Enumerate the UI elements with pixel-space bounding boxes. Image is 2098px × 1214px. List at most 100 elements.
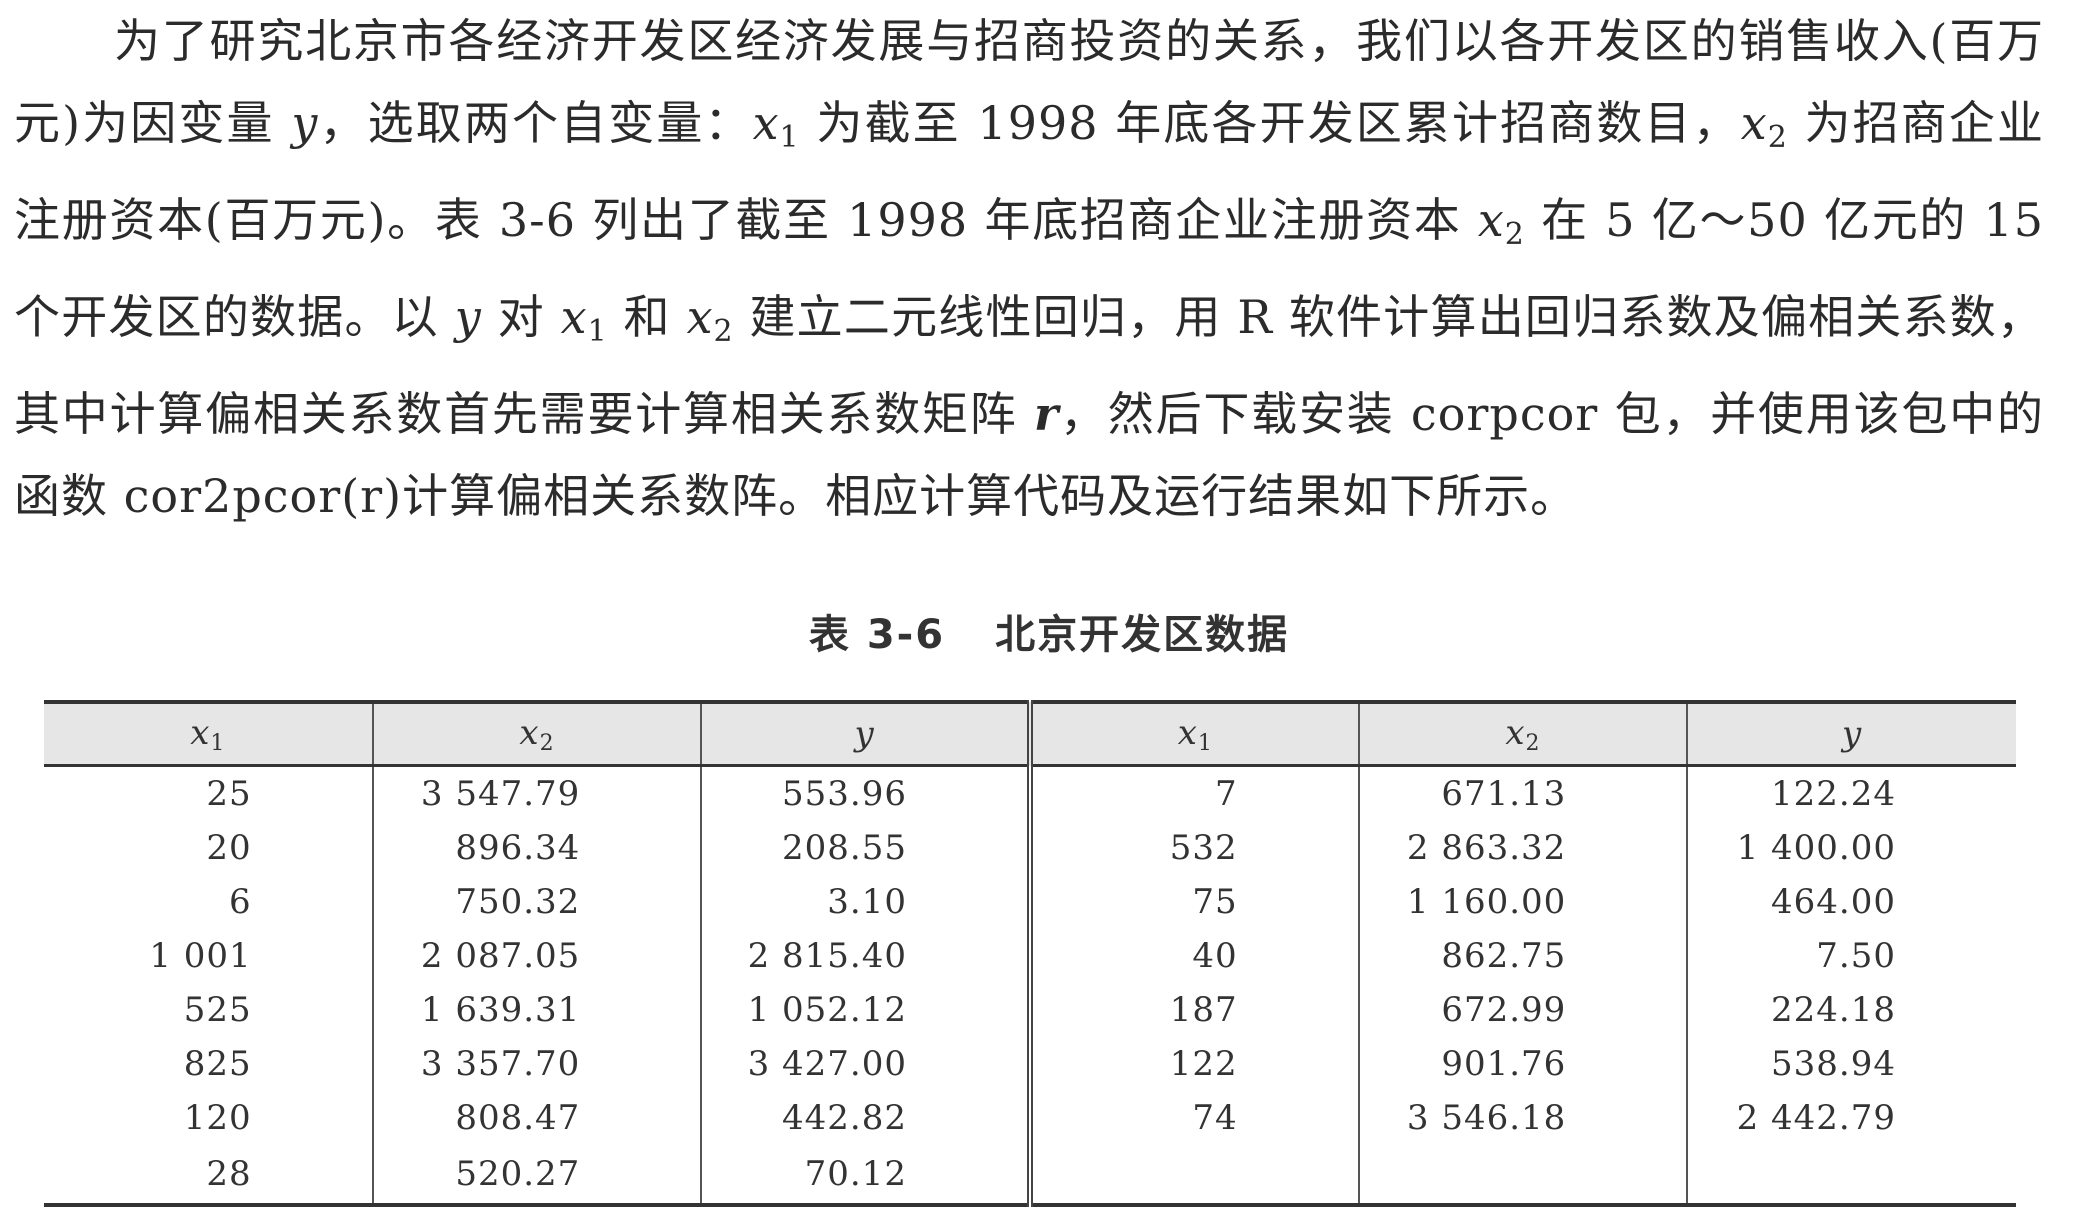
table-cell: 672.99 (1357, 983, 1688, 1037)
var-x1: x (752, 96, 780, 150)
column-header: x1 (44, 700, 373, 767)
table-cell: 2 863.32 (1357, 821, 1688, 875)
table-body: 25 3 547.79 553.96 7 671.13 122.24 20 896.34 208… (44, 765, 2016, 1207)
header-row: x1 x2 y x1 x2 y (44, 700, 2016, 767)
text-run: ，然后下载安装 corpcor 包，并使用该包中的函数 cor2pcor(r)计… (14, 387, 2044, 523)
table-cell: 2 442.79 (1686, 1091, 2016, 1145)
table-caption: 表 3-6 北京开发区数据 (0, 602, 2098, 660)
column-header-var: y (854, 714, 875, 754)
column-header: x2 (1357, 700, 1688, 767)
table-cell: 7 (1026, 765, 1359, 821)
subscript: 2 (1767, 120, 1788, 155)
table-cell: 1 160.00 (1357, 875, 1688, 929)
table-row: 25 3 547.79 553.96 7 671.13 122.24 (44, 765, 2016, 821)
table-cell: 825 (183, 1044, 252, 1084)
table-cell: 532 (1026, 821, 1359, 875)
text-run: 为招商企业注册资本(百万元)。表 3-6 列出了截至 1998 年底招商企业注册… (14, 96, 2045, 247)
column-header-subscript: 1 (1197, 730, 1213, 756)
table-cell: 3 546.18 (1357, 1091, 1688, 1145)
var-r: r (1033, 387, 1060, 441)
table-cell: 2 087.05 (371, 929, 702, 983)
table-cell: 750.32 (371, 875, 702, 929)
column-header-var: x (190, 712, 211, 753)
subscript: 2 (713, 314, 734, 349)
table-row: 6 750.32 3.10 75 1 160.00 464.00 (44, 875, 2016, 929)
column-header-subscript: 2 (1525, 730, 1541, 756)
table-cell: 208.55 (700, 821, 1030, 875)
table-cell: 224.18 (1686, 983, 2016, 1037)
var-x1: x (560, 290, 588, 344)
table-cell (1026, 1145, 1359, 1207)
body-paragraph: 为了研究北京市各经济开发区经济发展与招商投资的关系，我们以各开发区的销售收入(百… (14, 0, 2044, 537)
table-cell: 442.82 (700, 1091, 1030, 1145)
table-cell: 3.10 (700, 875, 1030, 929)
table-cell: 553.96 (700, 765, 1030, 821)
table-cell: 25 (206, 774, 252, 814)
data-table: x1 x2 y x1 x2 y 25 3 547.79 553.96 7 671.13 122.24… (44, 700, 2016, 1207)
column-header-var: y (1842, 714, 1863, 754)
table-cell: 862.75 (1357, 929, 1688, 983)
table-cell: 20 (206, 828, 252, 868)
table-cell (1357, 1145, 1688, 1207)
table-row: 28 520.27 70.12 (44, 1145, 2016, 1207)
table-cell: 1 052.12 (700, 983, 1030, 1037)
column-header-var: x (1177, 712, 1198, 753)
table-cell: 187 (1026, 983, 1359, 1037)
table-cell: 74 (1026, 1091, 1359, 1145)
table-cell: 671.13 (1357, 765, 1688, 821)
table-cell: 120 (183, 1098, 252, 1138)
column-header: y (700, 700, 1030, 767)
table-cell: 70.12 (700, 1145, 1030, 1207)
table-cell: 40 (1026, 929, 1359, 983)
table-cell: 6 (229, 882, 252, 922)
table-cell: 122 (1026, 1037, 1359, 1091)
column-header-var: x (519, 712, 540, 753)
table-cell: 1 001 (149, 936, 252, 976)
table-title: 北京开发区数据 (995, 612, 1290, 658)
column-header-var: x (1505, 712, 1526, 753)
var-x2: x (1477, 193, 1505, 247)
subscript: 1 (587, 314, 608, 349)
text-run: 为截至 1998 年底各开发区累计招商数目， (799, 96, 1741, 150)
var-x2: x (686, 290, 714, 344)
column-header-subscript: 2 (539, 730, 555, 756)
table-cell: 464.00 (1686, 875, 2016, 929)
table-cell: 28 (44, 1145, 373, 1207)
table-cell: 3 427.00 (700, 1037, 1030, 1091)
table-row: 120 808.47 442.82 74 3 546.18 2 442.79 (44, 1091, 2016, 1145)
table-cell: 538.94 (1686, 1037, 2016, 1091)
table-row: 1 001 2 087.05 2 815.40 40 862.75 7.50 (44, 929, 2016, 983)
column-header: y (1686, 700, 2016, 767)
text-run: 建立二元线性回归，用 R 软件计算出回归系数及偏相关系数，其中计算偏相关系数首先… (14, 290, 2045, 441)
table-cell: 520.27 (371, 1145, 702, 1207)
table-cell: 1 639.31 (371, 983, 702, 1037)
table-cell: 3 547.79 (371, 765, 702, 821)
subscript: 2 (1504, 217, 1525, 252)
subscript: 1 (779, 120, 800, 155)
var-y: y (291, 96, 319, 150)
table-cell: 2 815.40 (700, 929, 1030, 983)
table-cell (1686, 1145, 2016, 1207)
var-x2: x (1740, 96, 1768, 150)
table-cell: 3 357.70 (371, 1037, 702, 1091)
table-row: 20 896.34 208.55 532 2 863.32 1 400.00 (44, 821, 2016, 875)
text-run: 在 5 亿～50 亿元的 15 个开发区的数据。以 (14, 193, 2044, 344)
data-table-container: x1 x2 y x1 x2 y 25 3 547.79 553.96 7 671.13 122.24… (44, 700, 2016, 1207)
table-cell: 808.47 (371, 1091, 702, 1145)
table-cell: 901.76 (1357, 1037, 1688, 1091)
text-run: ，选取两个自变量： (318, 96, 753, 150)
text-run: 对 (481, 290, 561, 344)
var-y: y (454, 290, 482, 344)
table-cell: 896.34 (371, 821, 702, 875)
column-header: x2 (371, 700, 702, 767)
table-cell: 1 400.00 (1686, 821, 2016, 875)
column-header: x1 (1026, 700, 1359, 767)
table-cell: 122.24 (1686, 765, 2016, 821)
table-row: 825 3 357.70 3 427.00 122 901.76 538.94 (44, 1037, 2016, 1091)
column-header-subscript: 1 (210, 730, 226, 756)
table-row: 525 1 639.31 1 052.12 187 672.99 224.18 (44, 983, 2016, 1037)
table-number: 表 3-6 (808, 612, 946, 658)
table-cell: 75 (1026, 875, 1359, 929)
table-cell: 525 (183, 990, 252, 1030)
